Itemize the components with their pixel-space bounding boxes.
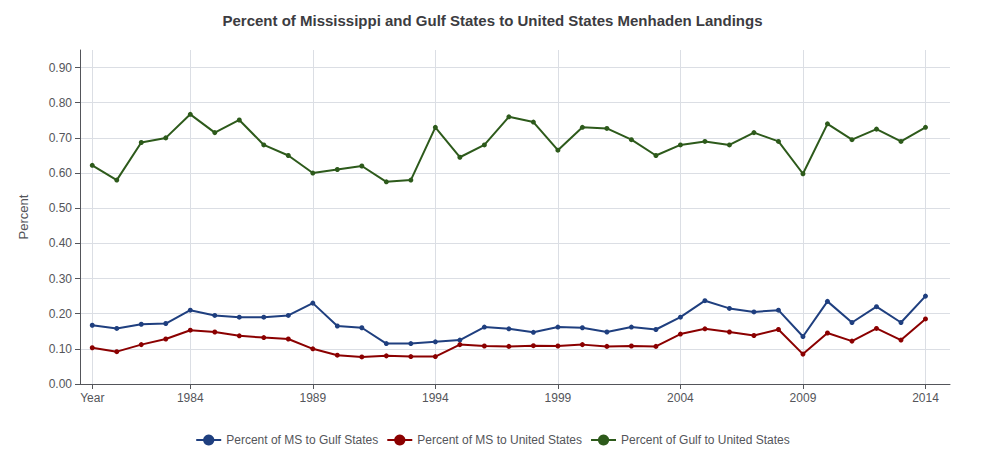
svg-text:Year: Year	[80, 391, 104, 405]
svg-text:Percent of MS to Gulf States: Percent of MS to Gulf States	[226, 433, 378, 447]
svg-text:Percent of Gulf to United Stat: Percent of Gulf to United States	[621, 433, 790, 447]
svg-text:Percent of Mississippi and Gul: Percent of Mississippi and Gulf States t…	[222, 12, 762, 29]
svg-text:2009: 2009	[790, 391, 817, 405]
svg-text:1989: 1989	[299, 391, 326, 405]
svg-text:0.90: 0.90	[49, 61, 73, 75]
svg-text:1994: 1994	[422, 391, 449, 405]
svg-text:0.50: 0.50	[49, 201, 73, 215]
svg-text:1999: 1999	[545, 391, 572, 405]
svg-text:0.80: 0.80	[49, 96, 73, 110]
svg-text:1984: 1984	[177, 391, 204, 405]
svg-text:0.20: 0.20	[49, 307, 73, 321]
svg-text:2004: 2004	[667, 391, 694, 405]
svg-text:0.00: 0.00	[49, 377, 73, 391]
svg-text:0.10: 0.10	[49, 342, 73, 356]
svg-text:Percent: Percent	[16, 194, 31, 239]
svg-text:0.70: 0.70	[49, 131, 73, 145]
svg-text:Percent of MS to United States: Percent of MS to United States	[417, 433, 582, 447]
svg-text:2014: 2014	[912, 391, 939, 405]
svg-text:0.40: 0.40	[49, 236, 73, 250]
svg-text:0.60: 0.60	[49, 166, 73, 180]
svg-text:0.30: 0.30	[49, 272, 73, 286]
